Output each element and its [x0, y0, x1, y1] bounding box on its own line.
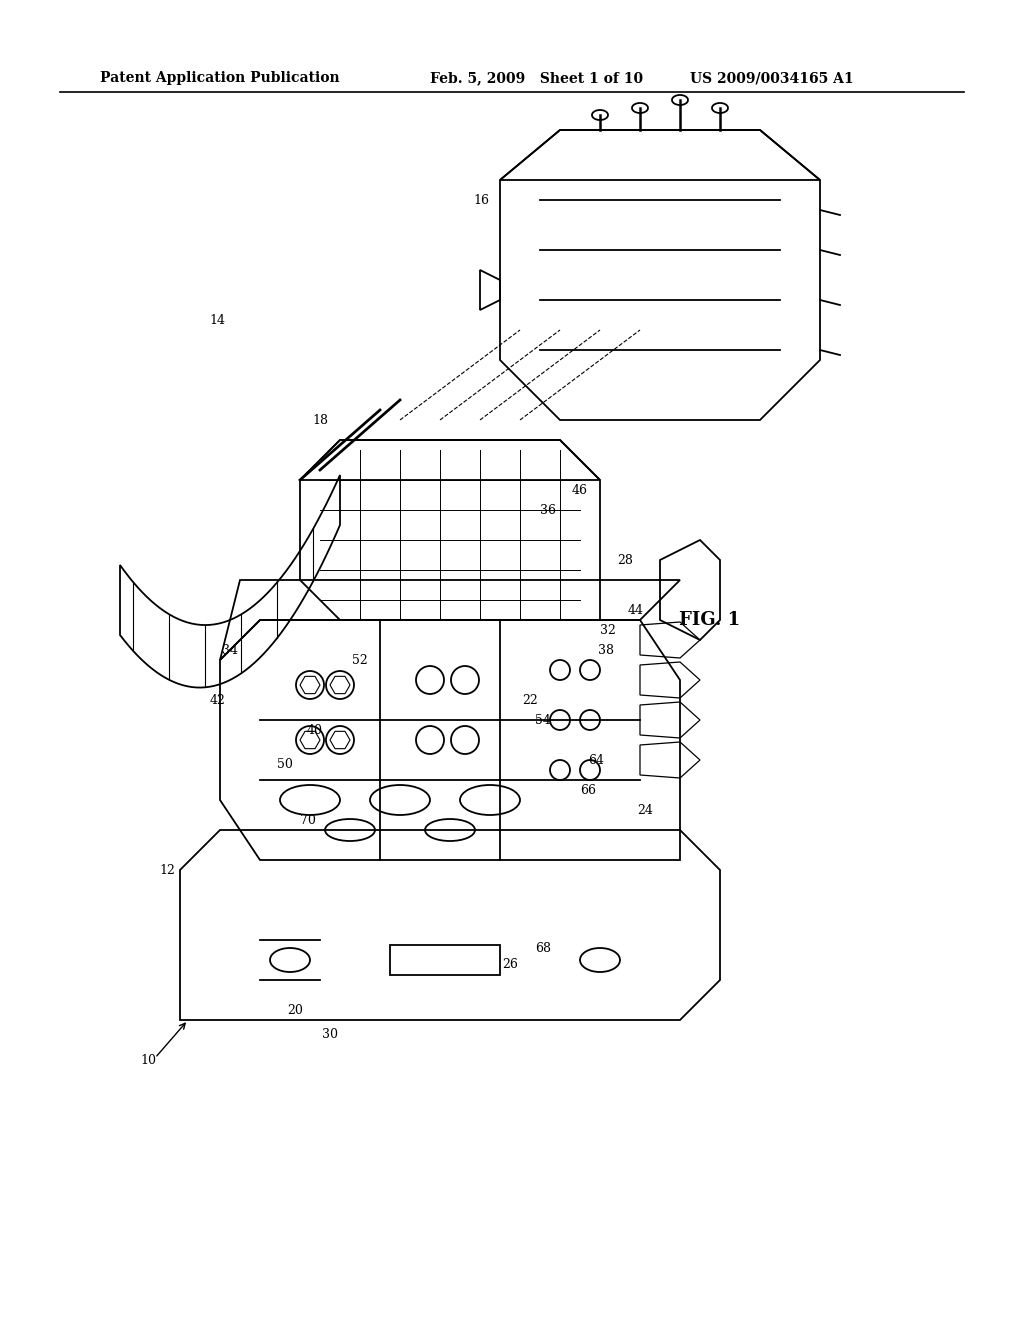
Text: 26: 26: [502, 958, 518, 972]
Text: 64: 64: [588, 754, 604, 767]
Text: 28: 28: [617, 553, 633, 566]
Text: 40: 40: [307, 723, 323, 737]
Text: 34: 34: [222, 644, 238, 656]
Text: 36: 36: [540, 503, 556, 516]
Text: 14: 14: [209, 314, 225, 326]
Text: 18: 18: [312, 413, 328, 426]
Text: Feb. 5, 2009   Sheet 1 of 10: Feb. 5, 2009 Sheet 1 of 10: [430, 71, 643, 84]
Text: 44: 44: [628, 603, 644, 616]
Text: 20: 20: [287, 1003, 303, 1016]
Text: 12: 12: [159, 863, 175, 876]
Text: 42: 42: [210, 693, 226, 706]
Text: 30: 30: [322, 1028, 338, 1041]
Text: 54: 54: [536, 714, 551, 726]
Text: 46: 46: [572, 483, 588, 496]
Text: 66: 66: [580, 784, 596, 796]
Text: 50: 50: [278, 759, 293, 771]
Text: US 2009/0034165 A1: US 2009/0034165 A1: [690, 71, 854, 84]
Text: FIG. 1: FIG. 1: [680, 611, 740, 630]
Text: 32: 32: [600, 623, 616, 636]
Text: 22: 22: [522, 693, 538, 706]
Text: 68: 68: [535, 941, 551, 954]
Text: 70: 70: [300, 813, 316, 826]
Text: 10: 10: [140, 1053, 156, 1067]
Text: 16: 16: [473, 194, 489, 206]
Text: 24: 24: [637, 804, 653, 817]
Text: 52: 52: [352, 653, 368, 667]
Text: 38: 38: [598, 644, 614, 656]
Text: Patent Application Publication: Patent Application Publication: [100, 71, 340, 84]
